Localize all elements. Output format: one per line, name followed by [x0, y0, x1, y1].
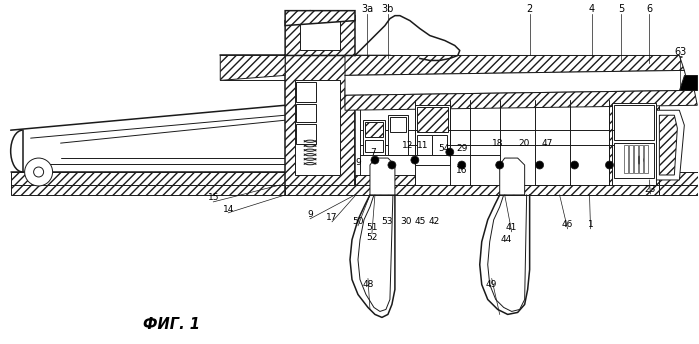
Bar	[295, 80, 340, 175]
Text: 20: 20	[518, 139, 529, 148]
Bar	[640, 145, 643, 173]
Text: 4: 4	[589, 4, 595, 14]
Text: 14: 14	[222, 205, 234, 214]
Circle shape	[458, 161, 466, 169]
Text: 9: 9	[307, 210, 313, 219]
Text: 1: 1	[588, 220, 593, 229]
Polygon shape	[654, 110, 684, 180]
Polygon shape	[285, 11, 355, 25]
Polygon shape	[355, 55, 415, 195]
Text: 45: 45	[415, 217, 426, 226]
Bar	[355, 55, 410, 85]
Text: 44: 44	[500, 235, 511, 244]
Bar	[296, 104, 316, 122]
Text: 48: 48	[362, 280, 374, 289]
Text: 7: 7	[370, 148, 376, 157]
Polygon shape	[659, 115, 677, 175]
Text: 54: 54	[438, 143, 449, 153]
Circle shape	[635, 156, 643, 164]
Bar	[635, 145, 638, 173]
Polygon shape	[10, 172, 698, 195]
Text: 23: 23	[644, 185, 656, 194]
Polygon shape	[610, 100, 659, 195]
Text: 3a: 3a	[361, 4, 373, 14]
Bar	[629, 145, 633, 173]
Text: 5: 5	[619, 4, 625, 14]
Text: 47: 47	[542, 139, 554, 148]
Circle shape	[535, 161, 544, 169]
Text: 18: 18	[492, 139, 503, 148]
Circle shape	[605, 161, 614, 169]
Bar	[612, 103, 656, 191]
Text: 2: 2	[526, 4, 533, 14]
Bar	[432, 135, 447, 155]
Polygon shape	[345, 71, 689, 95]
Circle shape	[570, 161, 579, 169]
Bar	[624, 145, 628, 173]
Polygon shape	[285, 55, 355, 195]
Text: 49: 49	[486, 280, 498, 289]
Bar	[415, 105, 449, 165]
Polygon shape	[285, 11, 355, 55]
Bar	[296, 82, 316, 102]
Polygon shape	[285, 185, 659, 195]
Text: 46: 46	[562, 220, 573, 229]
Bar	[417, 107, 448, 132]
Text: 52: 52	[366, 233, 377, 242]
Polygon shape	[345, 85, 694, 105]
Bar	[644, 145, 649, 173]
Text: 15: 15	[208, 193, 219, 202]
Circle shape	[34, 167, 43, 177]
Text: ФИГ. 1: ФИГ. 1	[143, 317, 200, 332]
Text: 53: 53	[381, 217, 393, 226]
Text: 41: 41	[506, 223, 517, 232]
Circle shape	[24, 158, 52, 186]
Bar	[360, 105, 649, 185]
Text: 51: 51	[366, 223, 377, 232]
Circle shape	[496, 161, 504, 169]
Circle shape	[446, 148, 454, 156]
Bar	[614, 143, 654, 178]
Bar	[365, 140, 383, 152]
Polygon shape	[679, 75, 698, 90]
Text: 6: 6	[647, 4, 652, 14]
Bar	[363, 120, 385, 155]
Circle shape	[371, 156, 379, 164]
Text: 30: 30	[400, 217, 412, 226]
Polygon shape	[370, 158, 395, 195]
Bar	[388, 115, 408, 155]
Polygon shape	[355, 100, 659, 195]
Text: 16: 16	[456, 165, 468, 174]
Text: 11: 11	[417, 141, 428, 150]
Text: 63: 63	[675, 47, 686, 57]
Polygon shape	[500, 158, 525, 195]
Bar	[296, 124, 316, 144]
Bar	[300, 15, 340, 51]
Bar	[355, 175, 415, 195]
Bar	[365, 122, 383, 137]
Bar	[390, 117, 406, 132]
Text: 50: 50	[352, 217, 363, 226]
Text: 12: 12	[402, 141, 414, 150]
Polygon shape	[220, 55, 285, 80]
Text: 29: 29	[456, 143, 468, 153]
Bar	[417, 135, 432, 155]
Circle shape	[411, 156, 419, 164]
Text: 17: 17	[326, 213, 338, 222]
Circle shape	[388, 161, 396, 169]
Polygon shape	[345, 55, 684, 75]
Polygon shape	[345, 90, 698, 110]
Text: 42: 42	[428, 217, 440, 226]
Bar	[614, 105, 654, 140]
Text: 9: 9	[355, 158, 361, 166]
Text: 3b: 3b	[382, 4, 394, 14]
